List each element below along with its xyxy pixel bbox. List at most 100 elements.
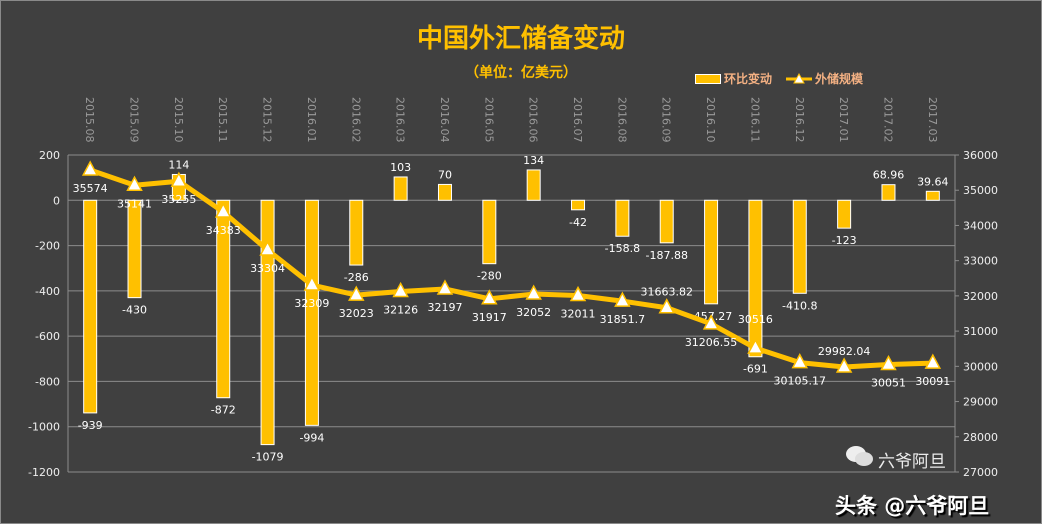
bar-data-label: 114 [168, 158, 189, 171]
bar [881, 184, 896, 201]
x-tick-label: 2016.09 [660, 97, 673, 143]
line-marker [924, 353, 942, 369]
bar-data-label: 68.96 [873, 169, 905, 182]
line-data-label: 31206.55 [685, 336, 738, 349]
line-data-label: 32126 [383, 303, 418, 316]
chart-title: 中国外汇储备变动 [416, 24, 625, 54]
line-marker [835, 357, 853, 373]
x-tick-label: 2016.10 [704, 97, 717, 143]
line-data-label: 35574 [73, 182, 108, 195]
bar [127, 199, 142, 299]
line-marker [481, 289, 498, 305]
bar-data-label: -939 [78, 419, 103, 432]
y-left-tick-label: 0 [53, 194, 60, 207]
bar-data-label: -123 [832, 234, 857, 247]
y-right-tick-label: 34000 [963, 219, 998, 232]
line-marker [392, 281, 409, 298]
y-right-tick-label: 36000 [963, 149, 998, 162]
bar [216, 199, 231, 399]
line-data-label: 35141 [117, 197, 152, 210]
line-data-label: 32052 [516, 306, 551, 319]
bar [437, 183, 452, 201]
bar-data-label: -994 [299, 431, 324, 444]
y-right-tick-label: 28000 [963, 431, 998, 444]
y-right-tick-label: 31000 [963, 325, 998, 338]
line-data-label: 34383 [206, 224, 241, 237]
wechat-watermark: 六爷阿旦 [878, 452, 946, 472]
bar-data-label: 39.64 [917, 175, 949, 188]
x-tick-label: 2015.12 [261, 97, 274, 143]
bar [615, 199, 630, 237]
line-marker [170, 171, 188, 187]
bar-data-label: 70 [438, 168, 452, 181]
line-marker [880, 354, 897, 371]
y-right-tick-label: 30000 [963, 360, 998, 373]
bar-swatch [695, 73, 721, 84]
line-data-label: 32309 [294, 297, 329, 310]
line-marker [436, 279, 454, 295]
y-left-tick-label: -200 [35, 240, 60, 253]
bar [659, 199, 674, 244]
line-data-label: 31851.7 [600, 313, 646, 326]
bar [393, 176, 408, 201]
legend-label: 环比变动 [724, 72, 773, 86]
bar-data-label: 103 [390, 161, 411, 174]
line-series [89, 167, 933, 370]
x-tick-label: 2017.01 [837, 97, 850, 143]
x-tick-label: 2016.01 [305, 97, 318, 143]
y-left-tick-label: -1200 [28, 466, 60, 479]
bar [83, 199, 98, 414]
bar-data-label: -691 [743, 363, 768, 376]
line-marker [303, 275, 321, 291]
y-left-tick-label: -400 [35, 285, 60, 298]
x-tick-label: 2016.11 [748, 97, 761, 143]
bar [349, 199, 364, 266]
bar-data-label: -1079 [252, 451, 284, 464]
bar-data-label: -187.88 [645, 249, 687, 262]
line-data-label: 35255 [161, 193, 196, 206]
legend-item-line: 外储规模 [786, 70, 863, 87]
bar [260, 199, 275, 446]
bar [304, 199, 319, 426]
line-data-label: 32197 [427, 301, 462, 314]
line-data-label: 33304 [250, 262, 285, 275]
bar [792, 199, 807, 294]
x-tick-label: 2016.05 [482, 97, 495, 143]
x-tick-label: 2015.09 [128, 97, 141, 143]
bar [748, 199, 763, 358]
x-tick-label: 2017.03 [926, 97, 939, 143]
bar [925, 190, 940, 201]
legend-item-bar: 环比变动 [695, 70, 772, 87]
bar-data-label: -872 [211, 404, 236, 417]
x-tick-label: 2016.03 [394, 97, 407, 143]
line-data-label: 31663.82 [640, 286, 693, 299]
x-tick-label: 2017.02 [881, 97, 894, 143]
line-marker [614, 291, 631, 307]
bar [837, 199, 852, 229]
bar-data-label: -42 [569, 216, 587, 229]
y-right-tick-label: 29000 [963, 396, 998, 409]
line-marker [259, 240, 276, 256]
legend: 环比变动 外储规模 [695, 70, 863, 87]
wechat-icon [846, 446, 873, 466]
x-tick-label: 2016.04 [438, 97, 451, 143]
legend-label: 外储规模 [815, 72, 864, 86]
line-marker [126, 175, 143, 192]
bar [571, 199, 586, 211]
y-left-tick-label: 200 [39, 149, 60, 162]
line-data-label: 31917 [472, 311, 507, 324]
line-marker [747, 338, 764, 354]
line-swatch-icon [786, 72, 813, 83]
line-marker [791, 353, 809, 369]
line-data-label: 30051 [871, 377, 906, 390]
x-tick-label: 2015.08 [83, 97, 96, 143]
y-right-tick-label: 35000 [963, 184, 998, 197]
y-right-tick-label: 32000 [963, 290, 998, 303]
line-data-label: 30091 [915, 375, 950, 388]
x-tick-label: 2016.12 [793, 97, 806, 143]
watermark: 头条 @六爷阿旦 [835, 494, 990, 518]
bar [482, 199, 497, 265]
bar [526, 169, 541, 201]
